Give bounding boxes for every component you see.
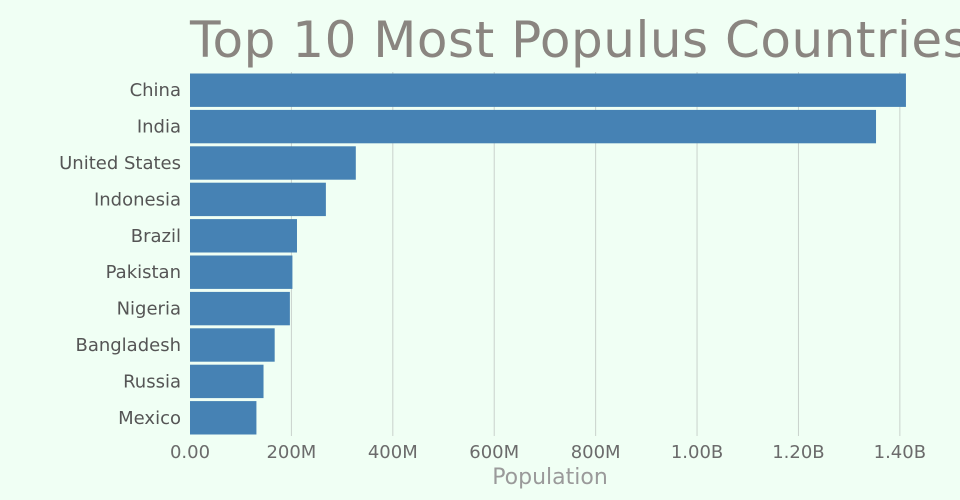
x-tick-label: 800M bbox=[571, 442, 621, 463]
x-tick-label: 0.00 bbox=[170, 442, 210, 463]
x-tick-label: 600M bbox=[469, 442, 519, 463]
x-tick-label: 200M bbox=[266, 442, 316, 463]
x-axis-title: Population bbox=[492, 465, 608, 490]
x-tick-labels: 0.00 200M 400M 600M 800M 1.00B 1.20B 1.40B bbox=[170, 442, 926, 463]
bar bbox=[190, 182, 326, 217]
x-tick-label: 1.00B bbox=[671, 442, 723, 463]
category-label: China bbox=[130, 80, 181, 101]
x-tick-label: 1.40B bbox=[874, 442, 926, 463]
bar bbox=[190, 364, 264, 399]
x-tick-label: 400M bbox=[368, 442, 418, 463]
category-label: Indonesia bbox=[94, 189, 181, 210]
bar bbox=[190, 328, 275, 362]
bar bbox=[190, 401, 257, 435]
chart-title: Top 10 Most Populus Countries bbox=[190, 11, 960, 69]
category-label: India bbox=[137, 117, 181, 138]
category-label: Mexico bbox=[118, 408, 181, 429]
category-label: Pakistan bbox=[106, 262, 181, 283]
category-labels: China India United States Indonesia Brazil Pa… bbox=[59, 80, 181, 429]
bar bbox=[190, 291, 290, 326]
category-label: United States bbox=[59, 153, 181, 174]
category-label: Nigeria bbox=[117, 299, 181, 320]
bar bbox=[190, 146, 356, 180]
bars bbox=[190, 73, 906, 435]
x-tick-label: 1.20B bbox=[772, 442, 824, 463]
bar bbox=[190, 73, 906, 107]
category-label: Brazil bbox=[131, 226, 181, 247]
category-label: Russia bbox=[123, 371, 181, 392]
bar bbox=[190, 255, 293, 289]
bar bbox=[190, 109, 877, 144]
category-label: Bangladesh bbox=[75, 335, 181, 356]
bar bbox=[190, 219, 297, 253]
